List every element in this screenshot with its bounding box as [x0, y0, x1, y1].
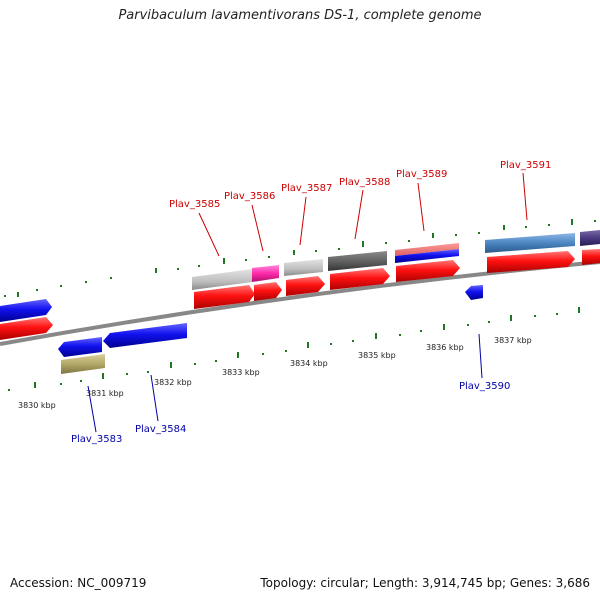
gene-block-right-edge[interactable] [580, 230, 600, 246]
lower-tick-line [8, 307, 580, 391]
gene-arrow-3590[interactable] [465, 285, 483, 300]
tick-label-3835: 3835 kbp [358, 351, 396, 360]
gene-arrow-3583[interactable] [58, 337, 102, 357]
gene-block-3585[interactable] [192, 269, 252, 290]
cds-arrow-3586[interactable] [254, 282, 282, 301]
tick-label-3832: 3832 kbp [154, 378, 192, 387]
cds-arrow-left-edge[interactable] [0, 317, 53, 340]
gene-block-3586[interactable] [252, 265, 279, 282]
gene-arrow-left-edge[interactable] [0, 299, 52, 322]
tick-label-3837: 3837 kbp [494, 336, 532, 345]
label-plav-3586[interactable]: Plav_3586 [224, 191, 275, 202]
cds-arrow-3588[interactable] [330, 268, 390, 290]
label-plav-3589[interactable]: Plav_3589 [396, 169, 447, 180]
genome-summary-text: Topology: circular; Length: 3,914,745 bp… [260, 576, 590, 590]
cds-arrow-right-edge[interactable] [582, 249, 600, 265]
label-plav-3587[interactable]: Plav_3587 [281, 183, 332, 194]
label-plav-3583[interactable]: Plav_3583 [71, 434, 122, 445]
accession-text: Accession: NC_009719 [10, 576, 147, 590]
tick-label-3830: 3830 kbp [18, 401, 56, 410]
cds-arrow-3587[interactable] [286, 276, 325, 296]
cds-arrow-3591[interactable] [487, 251, 575, 273]
gene-block-3587[interactable] [284, 259, 323, 276]
gene-block-3591[interactable] [485, 233, 575, 253]
genome-title: Parvibaculum lavamentivorans DS-1, compl… [118, 8, 482, 23]
gene-block-3589-salmon[interactable] [395, 243, 459, 256]
label-plav-3588[interactable]: Plav_3588 [339, 177, 390, 188]
gene-block-3583[interactable] [61, 354, 105, 374]
tick-label-3836: 3836 kbp [426, 343, 464, 352]
label-plav-3584[interactable]: Plav_3584 [135, 424, 186, 435]
gene-block-3589-blue[interactable] [395, 249, 459, 263]
gene-arrow-3584[interactable] [103, 323, 187, 348]
tick-label-3831: 3831 kbp [86, 389, 124, 398]
label-plav-3591[interactable]: Plav_3591 [500, 160, 551, 171]
reverse-leader-lines [87, 333, 483, 433]
label-plav-3585[interactable]: Plav_3585 [169, 199, 220, 210]
label-plav-3590[interactable]: Plav_3590 [459, 381, 510, 392]
cds-arrow-3589[interactable] [396, 260, 460, 282]
gene-block-3588[interactable] [328, 251, 387, 271]
cds-arrow-3585[interactable] [194, 285, 255, 309]
tick-label-3833: 3833 kbp [222, 368, 260, 377]
tick-label-3834: 3834 kbp [290, 359, 328, 368]
upper-tick-line [4, 219, 596, 297]
forward-leader-lines [198, 172, 528, 257]
